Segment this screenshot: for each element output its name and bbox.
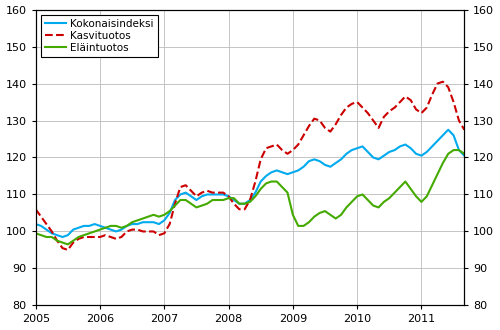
- Kasvituotos: [440, 80, 446, 83]
- Eläintuotos: [32, 231, 38, 235]
- Kokonaisindeksi: [274, 168, 280, 172]
- Kasvituotos: [408, 98, 414, 102]
- Kokonaisindeksi: [32, 222, 38, 226]
- Eläintuotos: [408, 187, 414, 191]
- Line: Kokonaisindeksi: Kokonaisindeksi: [36, 130, 465, 237]
- Kasvituotos: [32, 207, 38, 211]
- Eläintuotos: [65, 243, 71, 247]
- Kokonaisindeksi: [424, 150, 430, 154]
- Kokonaisindeksi: [408, 146, 414, 150]
- Kasvituotos: [274, 143, 280, 147]
- Kokonaisindeksi: [60, 235, 66, 239]
- Kokonaisindeksi: [306, 159, 312, 163]
- Kasvituotos: [462, 128, 468, 132]
- Eläintuotos: [306, 220, 312, 224]
- Kasvituotos: [386, 109, 392, 113]
- Eläintuotos: [450, 148, 456, 152]
- Kasvituotos: [65, 248, 71, 252]
- Kasvituotos: [424, 106, 430, 110]
- Kokonaisindeksi: [462, 154, 468, 158]
- Eläintuotos: [386, 196, 392, 200]
- Eläintuotos: [274, 180, 280, 183]
- Kokonaisindeksi: [445, 128, 451, 132]
- Kokonaisindeksi: [386, 150, 392, 154]
- Line: Kasvituotos: Kasvituotos: [36, 82, 465, 250]
- Eläintuotos: [424, 194, 430, 198]
- Kasvituotos: [354, 100, 360, 104]
- Kokonaisindeksi: [354, 146, 360, 150]
- Eläintuotos: [462, 152, 468, 156]
- Kasvituotos: [306, 124, 312, 128]
- Eläintuotos: [354, 194, 360, 198]
- Line: Eläintuotos: Eläintuotos: [36, 150, 465, 245]
- Legend: Kokonaisindeksi, Kasvituotos, Eläintuotos: Kokonaisindeksi, Kasvituotos, Eläintuoto…: [41, 15, 158, 57]
